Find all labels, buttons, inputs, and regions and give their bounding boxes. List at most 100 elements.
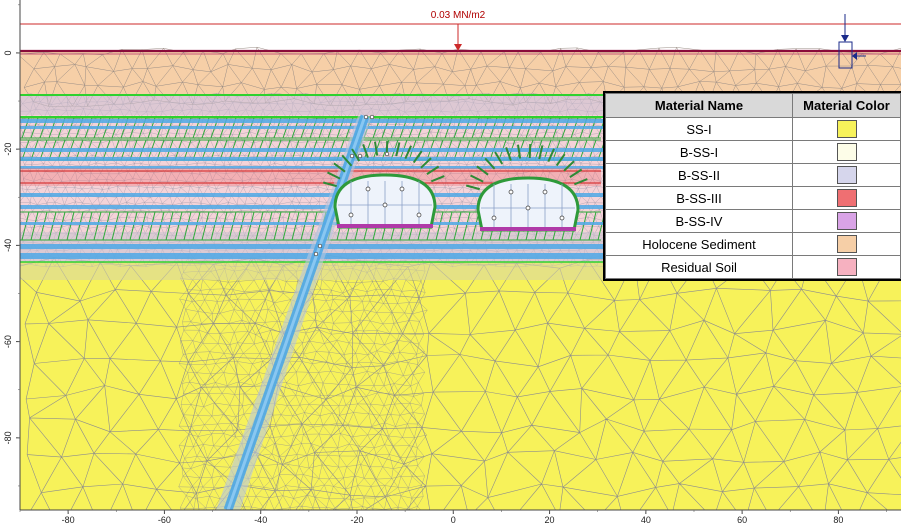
legend-color-cell bbox=[792, 163, 901, 187]
y-axis-ticks: 0 -20 -40 -60 -80 bbox=[3, 4, 20, 487]
mesh-node bbox=[525, 205, 531, 211]
joint-band bbox=[20, 148, 901, 152]
tunnels bbox=[313, 114, 588, 257]
legend-row: SS-I bbox=[605, 117, 901, 141]
rock-bolt bbox=[412, 150, 423, 164]
rock-bolt bbox=[465, 184, 480, 191]
joint-band bbox=[20, 193, 901, 197]
rock-bolt bbox=[333, 162, 346, 173]
x-tick-label: -80 bbox=[62, 515, 75, 525]
x-axis-ticks: -80 -60 -40 -20 0 20 40 60 80 bbox=[19, 510, 887, 525]
legend-row: B-SS-II bbox=[605, 163, 901, 187]
legend-color-swatch bbox=[836, 189, 857, 207]
rock-bolt bbox=[538, 145, 544, 160]
tunnel-invert bbox=[337, 224, 433, 228]
legend-color-cell bbox=[792, 140, 901, 164]
rock-bolt bbox=[470, 174, 484, 183]
fault-node bbox=[317, 243, 323, 249]
fault-zone bbox=[216, 114, 372, 510]
x-tick-label: 80 bbox=[833, 515, 843, 525]
monitoring-marker bbox=[838, 14, 866, 69]
joint-band bbox=[20, 126, 901, 129]
rock-bolt bbox=[322, 181, 337, 188]
legend-material-name: B-SS-III bbox=[605, 186, 793, 210]
fault-node bbox=[313, 251, 319, 257]
mesh-node bbox=[491, 215, 497, 221]
y-tick-label: 0 bbox=[3, 50, 13, 55]
legend-material-name: SS-I bbox=[605, 117, 793, 141]
legend-color-cell bbox=[792, 255, 901, 279]
axes: -80 -60 -40 -20 0 20 40 60 80 0 -20 -40 -60 -80 bbox=[3, 0, 901, 525]
mesh-node bbox=[542, 189, 548, 195]
mesh-node bbox=[559, 215, 565, 221]
rock-bolt bbox=[484, 157, 496, 170]
fault-node bbox=[363, 114, 369, 120]
material-legend: Material Name Material Color SS-I B-SS-I B… bbox=[603, 91, 901, 281]
legend-table: Material Name Material Color SS-I B-SS-I B… bbox=[605, 93, 901, 279]
legend-row: B-SS-I bbox=[605, 140, 901, 164]
mesh-node bbox=[508, 189, 514, 195]
legend-row: B-SS-III bbox=[605, 186, 901, 210]
legend-row: Holocene Sediment bbox=[605, 232, 901, 256]
mesh-node bbox=[382, 202, 388, 208]
load-label: 0.03 MN/m2 bbox=[431, 10, 486, 21]
fault-node bbox=[349, 153, 355, 159]
joint-band bbox=[20, 119, 901, 123]
x-tick-label: 60 bbox=[737, 515, 747, 525]
y-tick-label: -60 bbox=[3, 335, 13, 348]
y-tick-label: -40 bbox=[3, 239, 13, 252]
rock-bolt bbox=[569, 168, 583, 178]
legend-row: Residual Soil bbox=[605, 255, 901, 279]
load-arrow-head bbox=[454, 44, 462, 51]
x-tick-label: 40 bbox=[641, 515, 651, 525]
fault-node bbox=[357, 153, 363, 159]
legend-color-swatch bbox=[836, 212, 857, 230]
legend-color-swatch bbox=[836, 143, 857, 161]
rock-bolt bbox=[476, 165, 489, 176]
joint-band bbox=[20, 166, 901, 169]
rock-bolt bbox=[374, 141, 379, 156]
x-tick-label: 0 bbox=[451, 515, 456, 525]
joint-bands bbox=[20, 119, 901, 259]
rock-bolt bbox=[395, 142, 401, 157]
rock-bolt bbox=[351, 148, 361, 162]
legend-color-cell bbox=[792, 186, 901, 210]
rock-bolt bbox=[327, 171, 341, 180]
fault-node bbox=[384, 151, 390, 157]
joint-band bbox=[20, 244, 901, 249]
tunnel-invert bbox=[480, 227, 576, 231]
rock-bolt bbox=[517, 144, 522, 159]
rock-bolt bbox=[563, 160, 575, 172]
rock-bolt bbox=[341, 154, 353, 167]
mesh-node bbox=[348, 212, 354, 218]
joint-band bbox=[20, 222, 901, 225]
x-tick-label: -60 bbox=[158, 515, 171, 525]
mesh-node bbox=[365, 186, 371, 192]
legend-color-cell bbox=[792, 232, 901, 256]
rock-bolt bbox=[362, 144, 369, 158]
legend-color-cell bbox=[792, 117, 901, 141]
legend-material-name: Holocene Sediment bbox=[605, 232, 793, 256]
joint-band bbox=[20, 253, 901, 259]
x-tick-label: 20 bbox=[545, 515, 555, 525]
joint-band bbox=[20, 205, 901, 209]
rock-bolt bbox=[547, 148, 555, 163]
rock-bolt bbox=[426, 165, 440, 175]
y-tick-label: -80 bbox=[3, 431, 13, 444]
legend-header-name: Material Name bbox=[605, 93, 793, 118]
legend-row: B-SS-IV bbox=[605, 209, 901, 233]
x-tick-label: -40 bbox=[254, 515, 267, 525]
legend-color-swatch bbox=[836, 120, 857, 138]
ss-i-layer bbox=[20, 262, 901, 510]
legend-color-cell bbox=[792, 209, 901, 233]
rock-bolt bbox=[573, 178, 588, 186]
rock-bolt bbox=[505, 147, 512, 161]
mesh-node bbox=[399, 186, 405, 192]
joint-band bbox=[20, 157, 901, 161]
rock-bolt bbox=[430, 175, 445, 183]
x-tick-label: -20 bbox=[350, 515, 363, 525]
fault-node bbox=[369, 114, 375, 120]
rock-bolt bbox=[555, 153, 566, 167]
rock-bolt bbox=[420, 157, 432, 169]
